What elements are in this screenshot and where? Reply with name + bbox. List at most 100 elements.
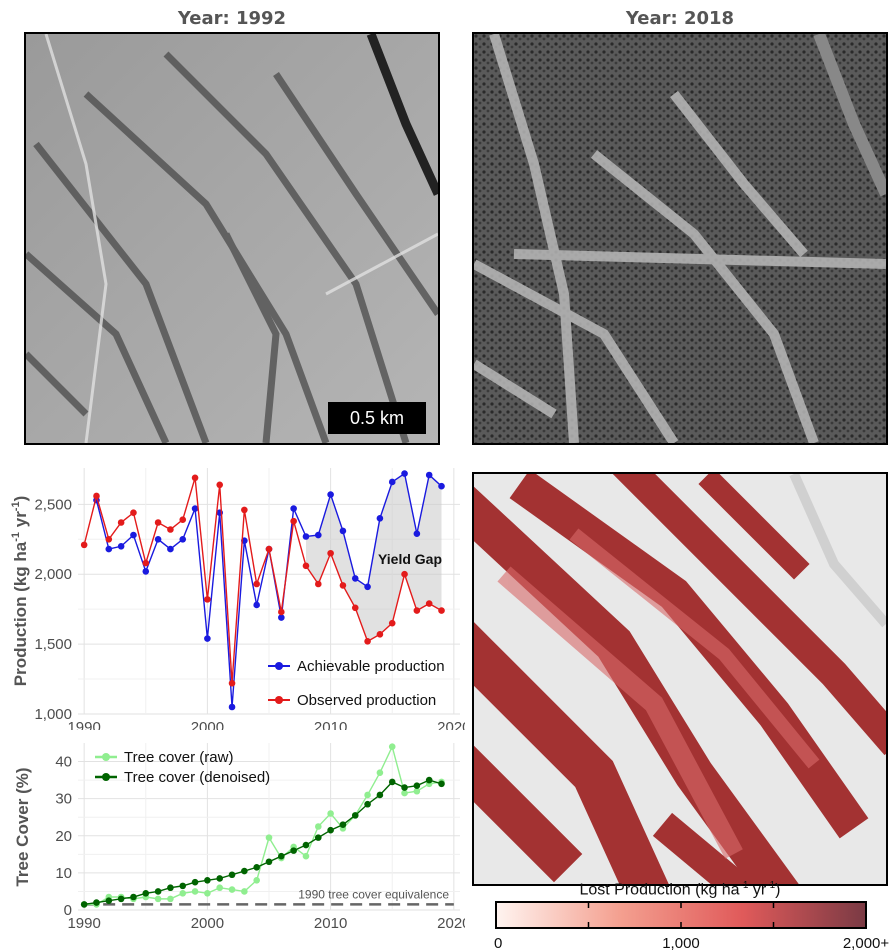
data-point [117, 895, 125, 903]
legend-swatch-dot [275, 696, 283, 704]
data-point [278, 852, 285, 860]
data-point [302, 562, 310, 570]
y-tick-label: 40 [55, 754, 72, 771]
data-point [80, 901, 88, 908]
data-point [154, 535, 162, 543]
data-point [105, 897, 113, 905]
data-point [204, 596, 211, 603]
data-point [413, 782, 421, 789]
scale-bar: 0.5 km [328, 402, 426, 434]
lost-production-map [472, 472, 888, 886]
data-point [401, 789, 408, 797]
data-point [241, 888, 248, 895]
data-point [302, 841, 310, 849]
y-tick-label: 0 [64, 902, 72, 919]
data-point [401, 784, 408, 791]
data-point [290, 505, 297, 512]
data-point [327, 491, 334, 498]
x-tick-label: 1990 [67, 719, 100, 730]
data-point [302, 533, 310, 540]
data-point [265, 545, 273, 553]
data-point [425, 600, 433, 607]
data-point [302, 852, 310, 860]
x-tick-label: 2010 [314, 719, 347, 730]
data-point [425, 471, 433, 479]
colorbar-title-main: Lost Production (kg ha [579, 881, 740, 899]
data-point [117, 542, 125, 550]
y-axis-label: Production (kg ha-1 yr-1) [10, 496, 30, 687]
data-point [228, 703, 236, 711]
data-point [327, 826, 334, 834]
x-tick-label: 2000 [191, 915, 224, 932]
data-point [364, 800, 371, 808]
data-point [364, 583, 371, 591]
data-point [314, 834, 322, 841]
data-point [314, 531, 322, 539]
baseline-label: 1990 tree cover equivalence [298, 887, 449, 901]
data-point [253, 864, 260, 871]
data-point [167, 545, 174, 553]
data-point [228, 871, 236, 879]
data-point [401, 470, 408, 477]
data-point [388, 478, 396, 486]
legend-swatch-dot [275, 662, 283, 670]
data-point [241, 867, 248, 875]
legend-label: Tree cover (denoised) [124, 769, 270, 786]
legend-swatch-dot [102, 753, 110, 761]
data-point [413, 530, 421, 537]
legend-swatch-dot [102, 773, 110, 781]
data-point [105, 545, 113, 553]
y-tick-label: 2,000 [34, 566, 72, 583]
data-point [413, 607, 421, 614]
data-point [339, 821, 347, 828]
y-tick-label: 30 [55, 791, 72, 808]
data-point [130, 893, 137, 901]
data-point [191, 474, 199, 482]
data-point [364, 791, 371, 799]
data-point [204, 890, 211, 897]
satellite-image-1992: 0.5 km [24, 32, 440, 445]
legend-label: Achievable production [297, 658, 445, 675]
colorbar-title-sup2: -1 [766, 880, 776, 891]
colorbar-tick-label: 0 [494, 935, 502, 952]
data-point [154, 895, 162, 903]
x-tick-label: 1990 [67, 915, 100, 932]
data-point [191, 888, 199, 895]
y-axis-label: Tree Cover (%) [13, 767, 32, 886]
data-point [179, 882, 187, 890]
data-point [253, 601, 260, 609]
data-point [388, 743, 396, 751]
data-point [376, 791, 384, 799]
data-point [117, 519, 125, 526]
data-point [364, 638, 371, 645]
data-point [191, 505, 199, 512]
data-point [253, 877, 260, 884]
data-point [216, 884, 224, 892]
data-point [216, 481, 224, 489]
data-point [93, 899, 100, 906]
data-point [376, 769, 384, 776]
data-point [142, 559, 150, 567]
colorbar-tick-label: 2,000+ [843, 935, 890, 952]
satellite-image-2018 [472, 32, 888, 445]
x-tick-label: 2010 [314, 915, 347, 932]
data-point [154, 888, 162, 895]
data-point [290, 517, 297, 525]
left-map-title: Year: 1992 [177, 8, 287, 29]
data-point [388, 619, 396, 627]
data-point [216, 875, 224, 882]
y-tick-label: 1,000 [34, 706, 72, 723]
data-point [438, 482, 445, 490]
y-tick-label: 10 [55, 865, 72, 882]
data-point [339, 582, 347, 589]
colorbar-title: Lost Production (kg ha-1 yr-1) [472, 880, 888, 899]
data-point [351, 604, 359, 612]
data-point [314, 580, 322, 588]
data-point [179, 890, 187, 897]
data-point [179, 535, 187, 543]
data-point [314, 823, 322, 830]
data-point [265, 858, 273, 866]
y-tick-label: 1,500 [34, 636, 72, 653]
